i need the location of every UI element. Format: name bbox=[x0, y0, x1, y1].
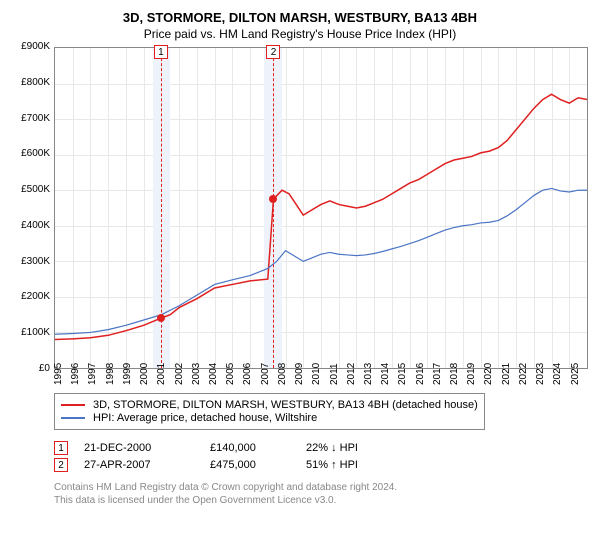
sale-price: £475,000 bbox=[210, 459, 290, 471]
x-tick-label: 2021 bbox=[502, 369, 519, 387]
x-tick-label: 2007 bbox=[261, 369, 278, 387]
x-tick-label: 2013 bbox=[364, 369, 381, 387]
x-tick-label: 2014 bbox=[381, 369, 398, 387]
series-line-hpi bbox=[55, 188, 587, 334]
x-tick-label: 2005 bbox=[226, 369, 243, 387]
x-tick-label: 2003 bbox=[192, 369, 209, 387]
x-tick-label: 2006 bbox=[243, 369, 260, 387]
footer-line: This data is licensed under the Open Gov… bbox=[54, 494, 588, 507]
chart-area: £0£100K£200K£300K£400K£500K£600K£700K£80… bbox=[12, 47, 588, 387]
chart-subtitle: Price paid vs. HM Land Registry's House … bbox=[12, 27, 588, 41]
sale-marker-dot bbox=[157, 314, 165, 322]
x-tick-label: 2009 bbox=[295, 369, 312, 387]
x-tick-label: 1995 bbox=[54, 369, 71, 387]
legend-label: HPI: Average price, detached house, Wilt… bbox=[93, 412, 317, 424]
x-tick-label: 2024 bbox=[553, 369, 570, 387]
sale-row: 1 21-DEC-2000 £140,000 22% ↓ HPI bbox=[54, 441, 588, 455]
sale-marker-dot bbox=[269, 195, 277, 203]
sale-index-box: 1 bbox=[54, 441, 68, 455]
sale-row: 2 27-APR-2007 £475,000 51% ↑ HPI bbox=[54, 458, 588, 472]
x-tick-label: 1999 bbox=[123, 369, 140, 387]
x-tick-label: 2002 bbox=[175, 369, 192, 387]
legend-swatch bbox=[61, 404, 85, 406]
legend-row: HPI: Average price, detached house, Wilt… bbox=[61, 412, 478, 424]
x-tick-label: 2015 bbox=[398, 369, 415, 387]
x-tick-label: 1996 bbox=[71, 369, 88, 387]
x-tick-label: 2022 bbox=[519, 369, 536, 387]
footer-attribution: Contains HM Land Registry data © Crown c… bbox=[54, 481, 588, 507]
x-tick-label: 2010 bbox=[312, 369, 329, 387]
x-tick-label: 2017 bbox=[433, 369, 450, 387]
x-tick-label: 2023 bbox=[536, 369, 553, 387]
x-tick-label: 2018 bbox=[450, 369, 467, 387]
x-tick-label: 2004 bbox=[209, 369, 226, 387]
sale-marker-label: 1 bbox=[154, 45, 168, 59]
x-tick-label: 2020 bbox=[484, 369, 501, 387]
x-tick-label: 2008 bbox=[278, 369, 295, 387]
legend: 3D, STORMORE, DILTON MARSH, WESTBURY, BA… bbox=[54, 393, 485, 430]
x-tick-label: 2025 bbox=[571, 369, 588, 387]
legend-label: 3D, STORMORE, DILTON MARSH, WESTBURY, BA… bbox=[93, 399, 478, 411]
x-tick-label: 2000 bbox=[140, 369, 157, 387]
x-tick-label: 2011 bbox=[330, 369, 347, 387]
y-axis: £0£100K£200K£300K£400K£500K£600K£700K£80… bbox=[12, 47, 54, 387]
x-tick-label: 2019 bbox=[467, 369, 484, 387]
line-layer bbox=[55, 48, 587, 368]
sale-diff: 22% ↓ HPI bbox=[306, 442, 396, 454]
legend-row: 3D, STORMORE, DILTON MARSH, WESTBURY, BA… bbox=[61, 399, 478, 411]
sale-marker-label: 2 bbox=[266, 45, 280, 59]
chart-title: 3D, STORMORE, DILTON MARSH, WESTBURY, BA… bbox=[12, 10, 588, 25]
footer-line: Contains HM Land Registry data © Crown c… bbox=[54, 481, 588, 494]
sale-date: 27-APR-2007 bbox=[84, 459, 194, 471]
x-tick-label: 2001 bbox=[157, 369, 174, 387]
x-tick-label: 1998 bbox=[106, 369, 123, 387]
chart-container: 3D, STORMORE, DILTON MARSH, WESTBURY, BA… bbox=[0, 0, 600, 560]
sale-price: £140,000 bbox=[210, 442, 290, 454]
sale-diff: 51% ↑ HPI bbox=[306, 459, 396, 471]
sale-date: 21-DEC-2000 bbox=[84, 442, 194, 454]
sale-index-box: 2 bbox=[54, 458, 68, 472]
x-axis: 1995199619971998199920002001200220032004… bbox=[54, 369, 588, 387]
legend-swatch bbox=[61, 417, 85, 419]
sales-table: 1 21-DEC-2000 £140,000 22% ↓ HPI 2 27-APR-200… bbox=[54, 438, 588, 475]
x-tick-label: 2012 bbox=[347, 369, 364, 387]
sale-marker-line bbox=[273, 48, 274, 368]
series-line-property bbox=[55, 94, 587, 339]
x-tick-label: 2016 bbox=[416, 369, 433, 387]
plot-area: 12 bbox=[54, 47, 588, 369]
x-tick-label: 1997 bbox=[88, 369, 105, 387]
